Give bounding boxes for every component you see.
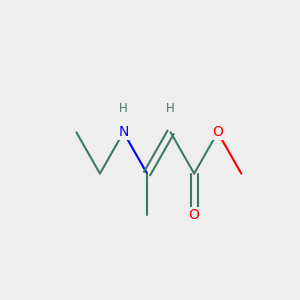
Text: H: H (119, 102, 128, 115)
Text: O: O (212, 125, 223, 139)
Text: H: H (166, 102, 175, 115)
Text: N: N (118, 125, 129, 139)
Text: O: O (189, 208, 200, 222)
